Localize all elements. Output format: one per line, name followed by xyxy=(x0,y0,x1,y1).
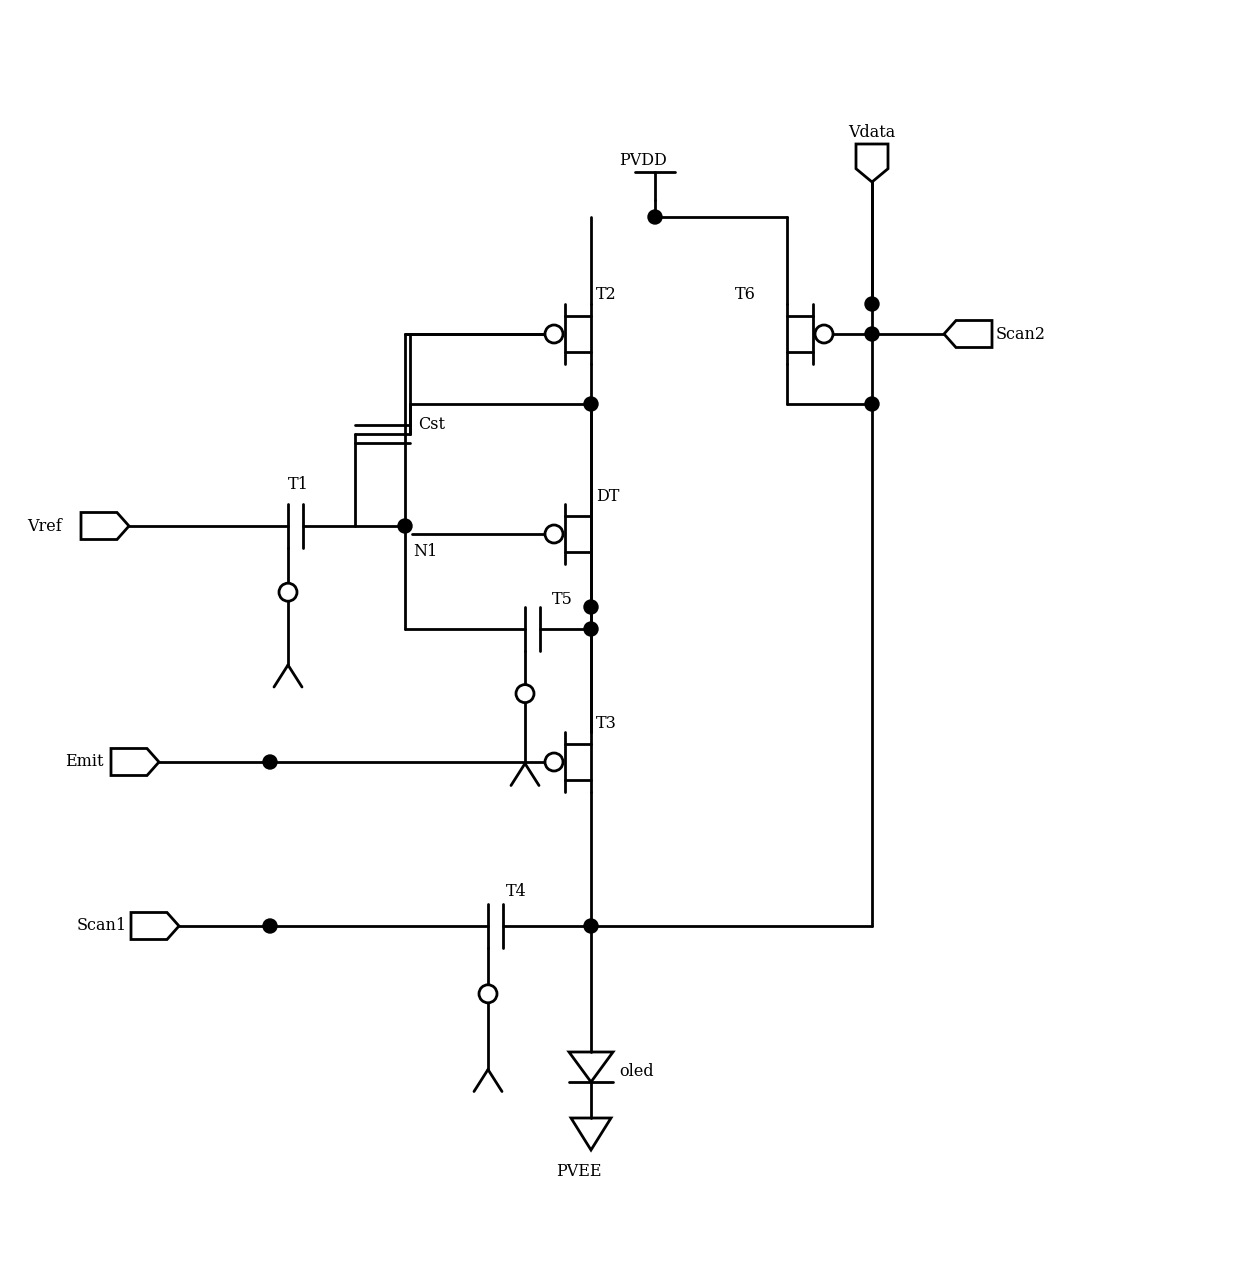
Text: Cst: Cst xyxy=(418,415,445,433)
Text: T1: T1 xyxy=(288,476,309,492)
Text: oled: oled xyxy=(619,1064,653,1080)
Circle shape xyxy=(584,622,598,636)
Text: T3: T3 xyxy=(596,716,616,732)
Circle shape xyxy=(584,398,598,411)
Text: Emit: Emit xyxy=(64,753,103,771)
Text: T5: T5 xyxy=(552,591,573,607)
Circle shape xyxy=(866,297,879,310)
Circle shape xyxy=(516,684,534,703)
Circle shape xyxy=(815,326,833,343)
Circle shape xyxy=(263,755,277,769)
Circle shape xyxy=(866,327,879,341)
Circle shape xyxy=(546,753,563,771)
Circle shape xyxy=(546,326,563,343)
Text: PVDD: PVDD xyxy=(619,151,667,169)
Circle shape xyxy=(263,919,277,933)
Text: T4: T4 xyxy=(506,882,527,900)
Circle shape xyxy=(546,525,563,543)
Text: Vdata: Vdata xyxy=(848,124,895,140)
Text: N1: N1 xyxy=(413,544,438,560)
Circle shape xyxy=(398,519,412,533)
Text: T2: T2 xyxy=(596,285,616,303)
Text: Vref: Vref xyxy=(27,517,62,535)
Circle shape xyxy=(479,984,497,1003)
Circle shape xyxy=(584,919,598,933)
Text: DT: DT xyxy=(596,487,619,505)
Text: Scan2: Scan2 xyxy=(996,326,1047,342)
Text: Scan1: Scan1 xyxy=(77,917,128,934)
Text: T6: T6 xyxy=(735,285,756,303)
Circle shape xyxy=(279,583,298,601)
Circle shape xyxy=(584,599,598,615)
Circle shape xyxy=(866,398,879,411)
Circle shape xyxy=(649,209,662,223)
Text: PVEE: PVEE xyxy=(557,1164,601,1180)
